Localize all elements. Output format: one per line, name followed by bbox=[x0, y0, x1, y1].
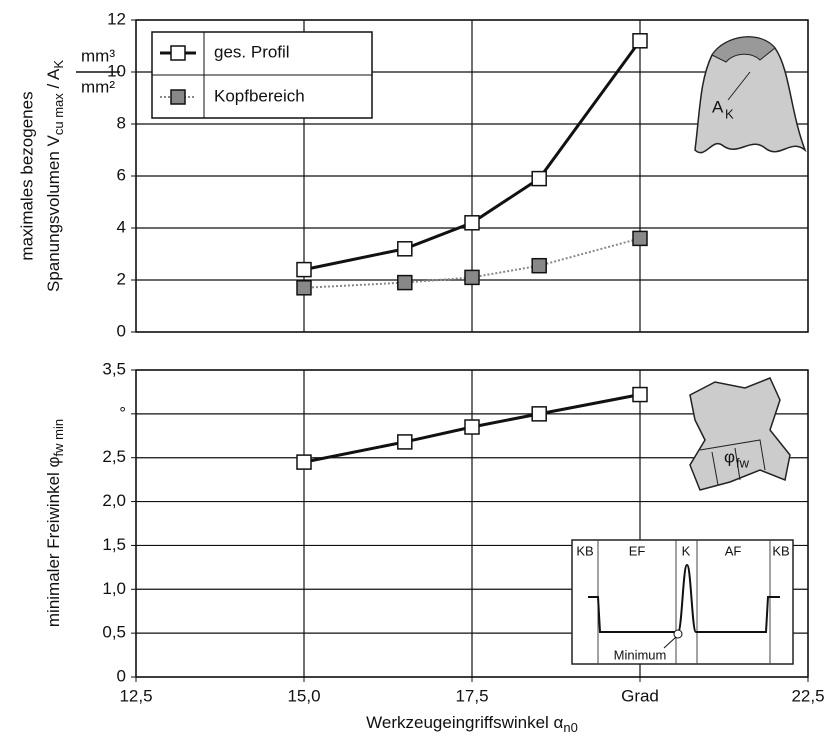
y-tick-label: 6 bbox=[117, 165, 126, 184]
inset-note: Minimum bbox=[614, 647, 667, 662]
y-tick-label: 4 bbox=[117, 217, 126, 236]
marker bbox=[531, 257, 547, 274]
y-axis-title-sub: fw min bbox=[51, 419, 66, 457]
marker bbox=[296, 280, 312, 296]
inset-zone: AF bbox=[725, 543, 742, 558]
unit-numerator: mm³ bbox=[81, 46, 115, 65]
marker bbox=[296, 454, 312, 470]
y-axis-title-part: Spanungsvolumen V bbox=[44, 134, 63, 292]
x-tick-label: 12,5 bbox=[119, 686, 152, 705]
x-tick-label: 22,5 bbox=[791, 686, 824, 705]
y-tick-label: 2,5 bbox=[102, 447, 126, 466]
marker bbox=[531, 406, 547, 422]
y-axis-title: maximales bezogenes bbox=[17, 91, 36, 260]
marker bbox=[397, 274, 413, 291]
marker bbox=[632, 230, 648, 247]
y-axis-title-sub: cu max bbox=[51, 93, 66, 135]
y-tick-label: 1,0 bbox=[102, 579, 126, 598]
marker bbox=[632, 33, 648, 49]
y-tick-label: 12 bbox=[107, 9, 126, 28]
inset bbox=[571, 539, 794, 665]
x-axis-title-part: Werkzeugeingriffswinkel α bbox=[366, 713, 563, 732]
inset-zone: EF bbox=[629, 543, 646, 558]
angle-label: φ bbox=[724, 447, 735, 466]
inset-zone: KB bbox=[772, 543, 789, 558]
inset-zone: KB bbox=[576, 543, 593, 558]
y-axis-title-part: / A bbox=[44, 68, 63, 93]
marker bbox=[464, 269, 480, 286]
legend-label: ges. Profil bbox=[214, 42, 290, 61]
y-axis-title: minimaler Freiwinkel φfw min bbox=[44, 419, 66, 627]
y-tick-label: ° bbox=[119, 403, 126, 422]
inset-zone: K bbox=[682, 543, 691, 558]
marker bbox=[464, 419, 480, 435]
y-axis-title: Spanungsvolumen Vcu max / AK bbox=[44, 60, 66, 292]
y-tick-label: 8 bbox=[117, 113, 126, 132]
y-tick-label: 2 bbox=[117, 269, 126, 288]
marker bbox=[296, 261, 312, 278]
x-axis-title-sub: n0 bbox=[563, 720, 577, 735]
area-label: A bbox=[712, 97, 724, 116]
angle-label-sub: fw bbox=[736, 455, 750, 470]
y-tick-label: 0 bbox=[117, 666, 126, 685]
marker bbox=[531, 170, 547, 187]
y-tick-label: 10 bbox=[107, 61, 126, 80]
y-tick-label: 2,0 bbox=[102, 491, 126, 510]
marker bbox=[632, 386, 648, 403]
x-axis-title: Werkzeugeingriffswinkel αn0 bbox=[366, 713, 578, 735]
x-tick-label: Grad bbox=[621, 686, 659, 705]
y-tick-label: 3,5 bbox=[102, 359, 126, 378]
legend-marker bbox=[170, 45, 186, 61]
marker bbox=[397, 434, 413, 450]
y-tick-label: 0 bbox=[117, 321, 126, 340]
y-tick-label: 1,5 bbox=[102, 535, 126, 554]
legend-marker bbox=[170, 89, 186, 105]
unit-denominator: mm² bbox=[81, 77, 115, 96]
legend-label: Kopfbereich bbox=[214, 86, 305, 105]
x-tick-label: 15,0 bbox=[287, 686, 320, 705]
marker bbox=[397, 241, 413, 257]
y-axis-title-sub: K bbox=[51, 60, 66, 69]
area-label-sub: K bbox=[725, 106, 734, 121]
y-axis-title-part: minimaler Freiwinkel φ bbox=[44, 456, 63, 627]
marker bbox=[464, 215, 480, 231]
profile-sketch bbox=[694, 36, 807, 154]
tooth-sketch bbox=[689, 377, 791, 491]
y-tick-label: 0,5 bbox=[102, 623, 126, 642]
x-tick-label: 17,5 bbox=[455, 686, 488, 705]
